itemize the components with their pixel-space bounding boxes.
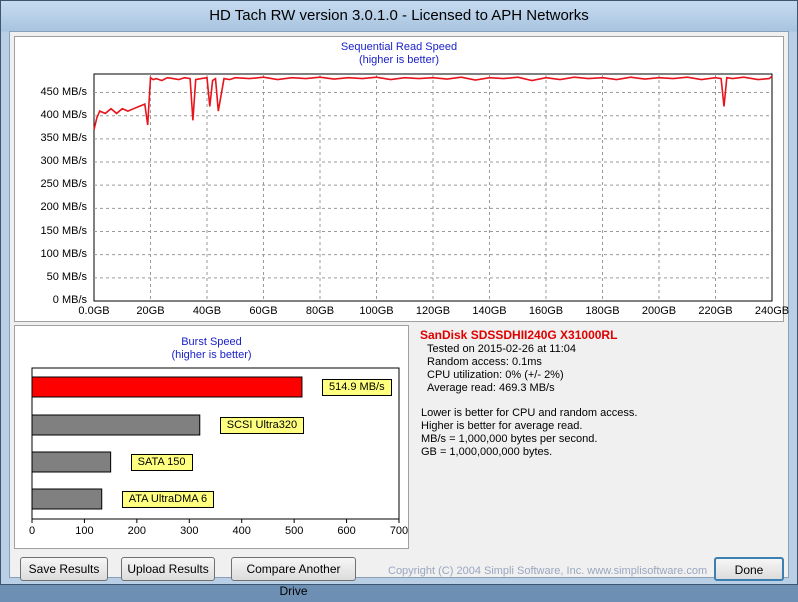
info-line: CPU utilization: 0% (+/- 2%) xyxy=(427,369,564,381)
y-tick-label: 100 MB/s xyxy=(40,247,87,260)
y-tick-label: 400 MB/s xyxy=(40,108,87,121)
note-line: MB/s = 1,000,000 bytes per second. xyxy=(421,433,598,445)
note-line: Higher is better for average read. xyxy=(421,420,583,432)
y-tick-label: 150 MB/s xyxy=(40,224,87,237)
sequential-chart-subtitle: (higher is better) xyxy=(358,54,440,66)
burst-bar-tested-drive xyxy=(31,376,303,398)
y-tick-label: 450 MB/s xyxy=(40,85,87,98)
info-line: Tested on 2015-02-26 at 11:04 xyxy=(427,343,577,355)
burst-x-tick-label: 200 xyxy=(127,525,147,537)
info-line: Average read: 469.3 MB/s xyxy=(427,382,555,394)
drive-name: SanDisk SDSSDHII240G X31000RL xyxy=(420,328,618,342)
x-tick-label: 0.0GB xyxy=(78,305,110,317)
x-tick-label: 220GB xyxy=(698,305,733,317)
burst-bar-scsi-ultra320 xyxy=(31,414,201,436)
done-button[interactable]: Done xyxy=(714,557,784,581)
burst-x-tick-label: 400 xyxy=(232,525,251,537)
window-title: HD Tach RW version 3.0.1.0 - Licensed to… xyxy=(209,7,589,24)
x-tick-label: 60GB xyxy=(249,305,278,317)
burst-x-tick-label: 600 xyxy=(337,525,356,537)
x-tick-label: 40GB xyxy=(192,305,222,317)
sequential-read-panel: Sequential Read Speed (higher is better)… xyxy=(14,36,789,322)
y-tick-label: 250 MB/s xyxy=(40,178,87,191)
info-line: Random access: 0.1ms xyxy=(427,356,542,368)
burst-value-label: 514.9 MB/s xyxy=(321,379,392,396)
y-tick-label: 200 MB/s xyxy=(40,201,87,214)
y-tick-label: 0 MB/s xyxy=(52,294,87,306)
burst-value-label: SCSI Ultra320 xyxy=(219,417,305,434)
x-tick-label: 80GB xyxy=(305,305,335,317)
copyright-text: Copyright (C) 2004 Simpli Software, Inc.… xyxy=(388,565,708,577)
note-line: GB = 1,000,000,000 bytes. xyxy=(421,446,553,458)
x-tick-label: 180GB xyxy=(585,305,620,317)
burst-value-label: SATA 150 xyxy=(130,454,193,471)
burst-x-tick-label: 500 xyxy=(284,525,304,537)
x-tick-label: 160GB xyxy=(528,305,564,317)
y-tick-label: 50 MB/s xyxy=(46,270,87,283)
x-tick-label: 20GB xyxy=(136,305,165,317)
sequential-chart-title: Sequential Read Speed xyxy=(340,41,458,53)
drive-info-panel: SanDisk SDSSDHII240G X31000RL Tested on … xyxy=(417,325,784,549)
client-area: Sequential Read Speed (higher is better)… xyxy=(9,31,789,598)
burst-x-tick-label: 0 xyxy=(28,525,36,537)
sequential-read-chart xyxy=(93,73,773,302)
x-tick-label: 240GB xyxy=(754,305,790,317)
burst-speed-chart xyxy=(31,367,400,523)
save-results-button[interactable]: Save Results xyxy=(20,557,108,581)
burst-x-tick-label: 700 xyxy=(389,525,409,537)
burst-x-tick-label: 100 xyxy=(75,525,94,537)
y-tick-label: 350 MB/s xyxy=(40,131,87,144)
burst-speed-panel: Burst Speed (higher is better) 514.9 MB/… xyxy=(14,325,409,549)
burst-x-tick-label: 300 xyxy=(180,525,199,537)
upload-results-button[interactable]: Upload Results xyxy=(121,557,215,581)
x-tick-label: 120GB xyxy=(415,305,451,317)
burst-bar-sata-150 xyxy=(31,451,112,473)
y-tick-label: 300 MB/s xyxy=(40,155,87,168)
x-tick-label: 200GB xyxy=(641,305,677,317)
compare-drive-button[interactable]: Compare Another Drive xyxy=(231,557,356,598)
read-speed-line xyxy=(93,75,773,130)
burst-value-label: ATA UltraDMA 6 xyxy=(121,491,215,508)
burst-bar-ata-udma6 xyxy=(31,488,103,510)
x-tick-label: 100GB xyxy=(359,305,394,317)
burst-chart-title: Burst Speed xyxy=(181,336,242,348)
x-tick-label: 140GB xyxy=(472,305,507,317)
burst-chart-subtitle: (higher is better) xyxy=(171,349,252,361)
note-line: Lower is better for CPU and random acces… xyxy=(421,407,638,419)
